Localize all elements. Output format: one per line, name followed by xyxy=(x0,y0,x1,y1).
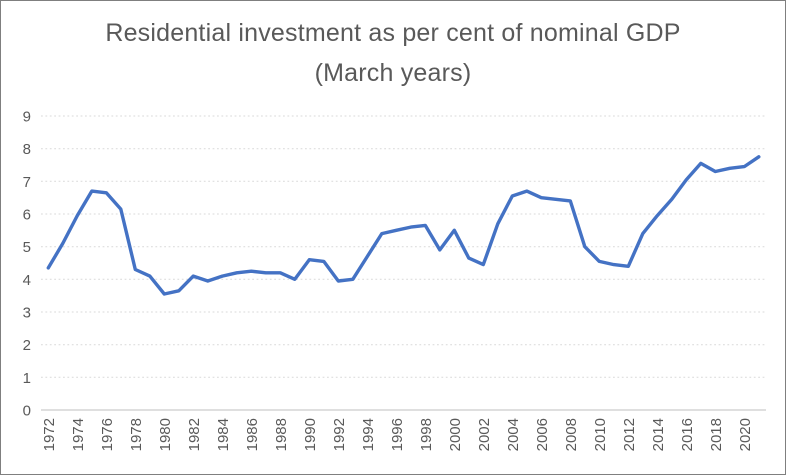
x-tick-label: 1980 xyxy=(157,418,174,451)
x-tick-label: 1992 xyxy=(331,418,348,451)
x-tick-label: 2014 xyxy=(650,418,667,451)
chart-title-line1: Residential investment as per cent of no… xyxy=(105,19,681,47)
chart-title: Residential investment as per cent of no… xyxy=(1,13,785,93)
x-tick-label: 1972 xyxy=(41,418,58,451)
y-tick-label: 7 xyxy=(23,174,31,191)
x-tick-label: 1982 xyxy=(186,418,203,451)
data-series-line xyxy=(46,155,761,296)
y-tick-label: 2 xyxy=(23,337,31,354)
y-tick-label: 6 xyxy=(23,207,31,224)
y-tick-label: 4 xyxy=(23,272,31,289)
x-tick-label: 1984 xyxy=(215,418,232,451)
x-tick-label: 2016 xyxy=(679,418,696,451)
x-tick-label: 2000 xyxy=(447,418,464,451)
x-tick-label: 2018 xyxy=(708,418,725,451)
x-tick-label: 1978 xyxy=(128,418,145,451)
x-tick-label: 1994 xyxy=(360,418,377,451)
x-tick-label: 2020 xyxy=(737,418,754,451)
y-tick-label: 5 xyxy=(23,239,31,256)
x-tick-label: 2002 xyxy=(476,418,493,451)
y-tick-label: 3 xyxy=(23,305,31,322)
x-tick-label: 2006 xyxy=(534,418,551,451)
y-tick-label: 1 xyxy=(23,370,31,387)
x-tick-label: 2010 xyxy=(592,418,609,451)
y-tick-label: 8 xyxy=(23,141,31,158)
x-tick-label: 2004 xyxy=(505,418,522,451)
chart-title-line2: (March years) xyxy=(314,59,472,87)
y-tick-label: 0 xyxy=(23,403,31,420)
x-tick-label: 1974 xyxy=(70,418,87,451)
x-tick-label: 1986 xyxy=(244,418,261,451)
x-tick-label: 1976 xyxy=(99,418,116,451)
x-tick-label: 1990 xyxy=(302,418,319,451)
y-tick-label: 9 xyxy=(23,109,31,126)
x-tick-label: 1996 xyxy=(389,418,406,451)
x-tick-label: 2012 xyxy=(621,418,638,451)
x-tick-label: 2008 xyxy=(563,418,580,451)
x-tick-label: 1988 xyxy=(273,418,290,451)
x-tick-label: 1998 xyxy=(418,418,435,451)
